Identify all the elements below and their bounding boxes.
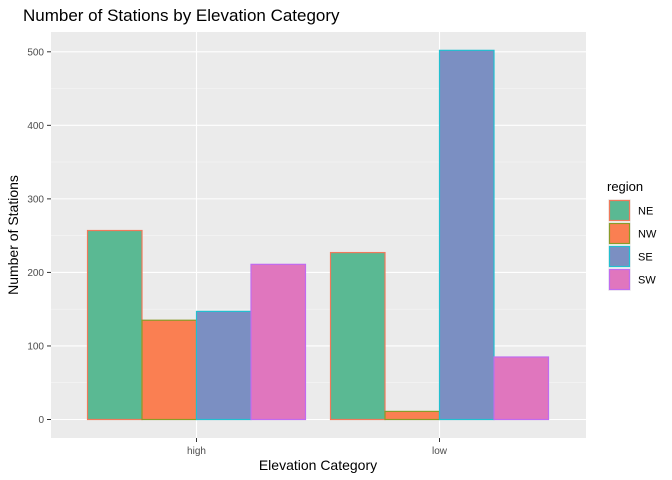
bar-low-nw — [384, 410, 441, 421]
bar-high-se — [195, 310, 252, 421]
y-tick-label: 500 — [27, 47, 44, 58]
legend: region NE NW SE SW — [607, 179, 657, 291]
bar-high-nw — [141, 319, 198, 421]
legend-label-sw: SW — [638, 275, 656, 287]
bar-high-ne — [86, 229, 143, 421]
legend-title: region — [607, 179, 643, 194]
x-axis-title: Elevation Category — [259, 457, 377, 473]
bars — [86, 49, 550, 421]
legend-swatch-sw — [608, 268, 631, 291]
y-tick-label: 0 — [38, 415, 44, 426]
bar-high-sw — [250, 263, 307, 421]
legend-swatch-se — [608, 245, 631, 268]
bar-low-sw — [493, 356, 550, 421]
y-tick-label: 300 — [27, 194, 44, 205]
bar-low-se — [438, 49, 495, 421]
chart-title: Number of Stations by Elevation Category — [23, 6, 340, 25]
y-tick-label: 200 — [27, 268, 44, 279]
legend-swatch-ne — [608, 199, 631, 222]
y-tick-label: 100 — [27, 341, 44, 352]
legend-swatch-nw — [608, 222, 631, 245]
y-tick-label: 400 — [27, 121, 44, 132]
legend-label-se: SE — [638, 252, 653, 264]
y-axis-title: Number of Stations — [5, 175, 21, 295]
x-tick-label-high: high — [187, 446, 206, 457]
x-tick-label-low: low — [432, 446, 448, 457]
legend-label-nw: NW — [638, 229, 657, 241]
bar-low-ne — [329, 251, 386, 421]
legend-label-ne: NE — [638, 206, 653, 218]
axis-ticks: 0 100 200 300 400 500 high low — [27, 47, 447, 457]
